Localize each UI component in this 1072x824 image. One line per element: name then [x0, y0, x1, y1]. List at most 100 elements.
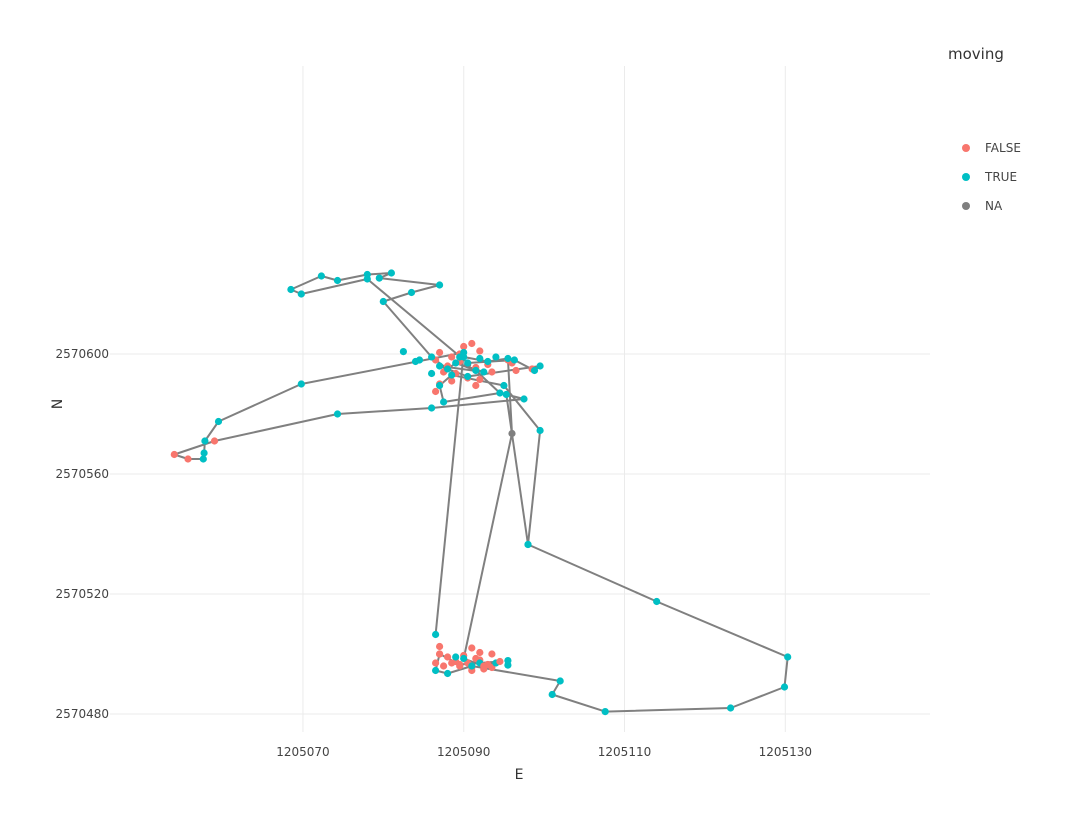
data-point-true[interactable] — [530, 366, 539, 375]
data-point-true[interactable] — [510, 356, 518, 364]
data-point-true[interactable] — [460, 353, 468, 361]
track-path — [173, 272, 789, 713]
data-point-true[interactable] — [214, 417, 223, 426]
track-line — [173, 272, 789, 713]
data-point-true[interactable] — [317, 272, 325, 280]
data-point-false[interactable] — [448, 659, 456, 667]
data-point-false[interactable] — [472, 381, 480, 390]
data-point-true[interactable] — [444, 669, 452, 678]
data-point-false[interactable] — [170, 450, 178, 459]
data-point-false[interactable] — [184, 455, 192, 463]
data-point-true[interactable] — [536, 426, 544, 435]
data-point-true[interactable] — [500, 381, 508, 390]
data-point-true[interactable] — [428, 353, 436, 361]
data-point-true[interactable] — [464, 372, 472, 381]
data-point-true[interactable] — [297, 290, 305, 298]
data-point-true[interactable] — [452, 359, 460, 367]
y-axis-title: N — [50, 399, 66, 409]
data-point-true[interactable] — [407, 288, 416, 297]
data-point-true[interactable] — [436, 281, 444, 289]
data-point-true[interactable] — [502, 390, 510, 399]
data-point-true[interactable] — [524, 540, 532, 549]
data-point-true[interactable] — [199, 455, 207, 463]
data-point-true[interactable] — [556, 677, 564, 685]
data-point-true[interactable] — [411, 357, 420, 366]
data-point-false[interactable] — [432, 659, 440, 667]
data-point-true[interactable] — [428, 369, 436, 378]
data-point-false[interactable] — [476, 375, 484, 384]
data-point-true[interactable] — [480, 368, 488, 376]
data-point-false[interactable] — [468, 339, 476, 348]
data-point-false[interactable] — [436, 650, 444, 658]
data-point-false[interactable] — [480, 662, 488, 670]
legend-item-false[interactable]: FALSE — [948, 133, 1021, 162]
data-point-false[interactable] — [436, 642, 444, 651]
data-point-false[interactable] — [488, 650, 496, 658]
legend-item-na[interactable]: NA — [948, 191, 1021, 220]
data-point-true[interactable] — [444, 365, 452, 373]
data-point-false[interactable] — [448, 353, 456, 361]
data-point-true[interactable] — [548, 690, 556, 699]
data-point-true[interactable] — [432, 666, 440, 675]
x-tick-label: 1205090 — [437, 745, 490, 759]
data-point-true[interactable] — [428, 404, 436, 412]
legend-label-na: NA — [985, 198, 1003, 213]
data-point-true[interactable] — [468, 662, 476, 670]
data-point-false[interactable] — [456, 660, 464, 669]
data-point-true[interactable] — [297, 380, 305, 388]
y-tick-label: 2570560 — [56, 467, 109, 481]
data-point-true[interactable] — [333, 410, 342, 418]
data-point-false[interactable] — [468, 644, 476, 652]
data-point-false[interactable] — [512, 366, 520, 375]
data-point-true[interactable] — [601, 708, 609, 716]
data-point-true[interactable] — [784, 653, 792, 661]
data-point-true[interactable] — [200, 449, 208, 457]
data-point-false[interactable] — [432, 387, 440, 396]
data-point-true[interactable] — [375, 274, 383, 282]
data-point-true[interactable] — [484, 357, 492, 366]
y-tick-label: 2570480 — [56, 707, 109, 721]
data-point-true[interactable] — [387, 269, 395, 277]
data-point-true[interactable] — [432, 630, 440, 639]
data-point-na[interactable] — [508, 429, 516, 438]
data-point-true[interactable] — [472, 366, 480, 375]
data-point-true[interactable] — [496, 389, 504, 397]
data-point-true[interactable] — [492, 353, 500, 361]
data-point-false[interactable] — [496, 657, 504, 666]
x-axis-title: E — [515, 767, 524, 783]
x-tick-label: 1205110 — [598, 745, 651, 759]
data-point-true[interactable] — [727, 704, 735, 712]
data-point-false[interactable] — [210, 437, 219, 445]
data-point-true[interactable] — [780, 683, 789, 691]
data-point-true[interactable] — [436, 362, 444, 370]
data-point-false[interactable] — [436, 348, 444, 357]
data-point-true[interactable] — [460, 654, 468, 663]
data-point-true[interactable] — [363, 275, 371, 283]
data-point-false[interactable] — [448, 377, 456, 385]
data-point-true[interactable] — [379, 297, 387, 306]
data-point-true[interactable] — [504, 354, 512, 363]
data-point-true[interactable] — [464, 359, 472, 367]
data-point-true[interactable] — [287, 285, 295, 294]
data-point-true[interactable] — [333, 276, 342, 285]
data-point-true[interactable] — [436, 381, 444, 390]
data-point-false[interactable] — [476, 347, 484, 355]
data-point-true[interactable] — [448, 371, 456, 379]
legend-item-true[interactable]: TRUE — [948, 162, 1021, 191]
data-point-false[interactable] — [440, 662, 448, 670]
data-point-true[interactable] — [452, 653, 460, 661]
legend-dot-true — [962, 172, 970, 181]
data-point-true[interactable] — [520, 395, 528, 403]
data-point-false[interactable] — [460, 342, 468, 351]
data-point-false[interactable] — [476, 648, 484, 657]
data-point-true[interactable] — [504, 661, 512, 669]
data-point-true[interactable] — [536, 362, 544, 370]
legend-label-true: TRUE — [985, 169, 1018, 184]
data-point-true[interactable] — [201, 437, 209, 445]
data-point-false[interactable] — [444, 653, 452, 661]
data-point-true[interactable] — [476, 354, 484, 363]
data-point-false[interactable] — [488, 368, 496, 376]
data-point-true[interactable] — [653, 597, 661, 606]
data-point-true[interactable] — [399, 348, 407, 356]
data-point-true[interactable] — [440, 398, 448, 406]
